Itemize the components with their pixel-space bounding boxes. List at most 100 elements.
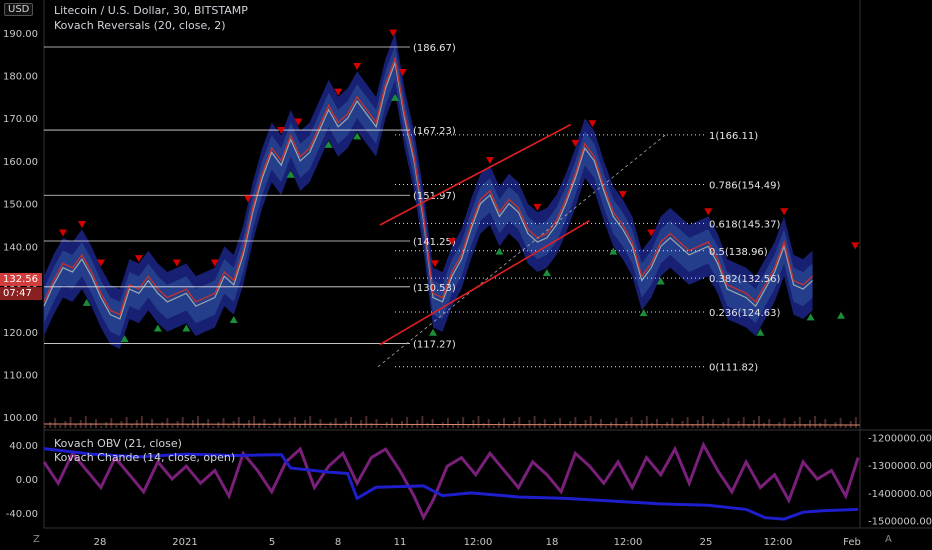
y-tick-label: 140.00: [3, 242, 38, 253]
x-tick-label: 18: [546, 537, 559, 548]
trend-channel: [379, 123, 590, 346]
volume-bar: [242, 424, 245, 428]
volume-bar: [732, 425, 735, 428]
volume-bar: [406, 417, 409, 428]
volume-bar: [854, 417, 857, 428]
osc-left-tick: 0.00: [16, 475, 38, 486]
volume-bar: [712, 419, 715, 428]
y-tick-label: 180.00: [3, 72, 38, 83]
osc-right-tick: -1500000.00: [868, 516, 932, 527]
x-tick-label: 5: [269, 537, 275, 548]
price-series: [43, 55, 814, 320]
volume-bar: [411, 424, 414, 428]
y-tick-label: 110.00: [3, 370, 38, 381]
timezone-icon[interactable]: Z: [33, 534, 40, 545]
sell-signal: [244, 195, 252, 203]
volume-bar: [824, 419, 827, 428]
osc-right-tick: -1200000.00: [868, 434, 932, 445]
sell-signal: [389, 29, 398, 37]
volume-bar: [487, 419, 490, 428]
reversal-signals: [58, 29, 860, 343]
volume-bar: [758, 416, 760, 428]
volume-bar: [355, 424, 358, 428]
sell-signal: [353, 62, 362, 70]
volume-bar: [278, 418, 281, 428]
sell-signal: [780, 208, 789, 216]
volume-bar: [839, 418, 842, 428]
buy-signal: [639, 309, 648, 317]
sell-signal: [96, 259, 105, 267]
x-tick-label: 2021: [172, 537, 197, 548]
volume-bar: [717, 426, 720, 428]
volume-bar: [84, 416, 87, 428]
volume-bar: [375, 419, 378, 428]
volume-bar: [227, 425, 230, 428]
volume-bar: [299, 424, 301, 428]
y-tick-label: 190.00: [3, 29, 38, 40]
volume-bar: [452, 425, 454, 428]
x-tick-label: 8: [335, 537, 341, 548]
volume-bar: [74, 424, 77, 428]
volume-bar: [518, 417, 521, 428]
level-label: (130.53): [413, 283, 456, 294]
volume-bar: [829, 426, 832, 428]
fib-label: 0(111.82): [709, 363, 758, 374]
volume-bar: [467, 424, 470, 428]
volume-bar: [329, 422, 332, 428]
fib-label: 1(166.11): [709, 131, 758, 142]
volume-bar: [395, 425, 398, 428]
volume-bar: [707, 423, 709, 428]
volume-bar: [594, 423, 597, 428]
volume-bar: [59, 425, 62, 428]
volume-bar: [650, 423, 653, 428]
volume-bar: [258, 423, 261, 428]
sell-signal: [294, 118, 303, 126]
osc-left-tick: 40.00: [9, 441, 38, 452]
chande-indicator-label[interactable]: Kovach Chande (14, close, open): [54, 451, 236, 464]
indicator-label[interactable]: Kovach Reversals (20, close, 2): [54, 19, 226, 32]
volume-bar: [661, 426, 664, 428]
fibonacci-levels: 1(166.11) 0.786(154.49) 0.618(145.37) 0.5(1…: [377, 131, 781, 374]
volume-bar: [125, 417, 128, 428]
volume-bar: [140, 416, 143, 428]
volume-bar: [548, 426, 551, 428]
volume-bar: [819, 423, 822, 428]
volume-bar: [283, 425, 286, 428]
volume-bar: [385, 422, 388, 428]
buy-signal: [609, 247, 618, 255]
axes: 190.00180.00170.00160.00150.00140.00130.…: [3, 29, 932, 548]
volume-bar: [217, 422, 220, 428]
currency-button[interactable]: USD: [4, 3, 34, 16]
buy-signal: [542, 268, 551, 276]
volume-bar: [421, 416, 424, 428]
volume-bar: [181, 417, 184, 428]
grid: [43, 0, 932, 529]
y-tick-label: 160.00: [3, 157, 38, 168]
x-tick-label: 11: [394, 537, 407, 548]
volume-bar: [197, 416, 199, 428]
level-label: (117.27): [413, 339, 456, 350]
fib-trend-line: [377, 134, 666, 368]
oscillator-pane: [42, 441, 860, 521]
volume-bar: [584, 420, 587, 428]
volume-bar: [809, 420, 811, 428]
buy-signal: [286, 170, 295, 178]
volume-bar: [350, 417, 352, 428]
volume-bar: [237, 417, 240, 428]
sell-signal: [210, 259, 219, 267]
buy-signal: [429, 328, 438, 336]
volume-bar: [696, 420, 699, 428]
volume-bar: [671, 418, 674, 428]
volume-bar: [309, 416, 312, 428]
sell-signal: [851, 242, 860, 250]
inner-band: [44, 45, 813, 337]
volume-line: [43, 423, 861, 426]
buy-signal: [656, 277, 665, 285]
obv-indicator-label[interactable]: Kovach OBV (21, close): [54, 437, 182, 450]
volume-bar: [564, 425, 567, 428]
volume-bar: [640, 420, 643, 428]
auto-scale-button[interactable]: A: [885, 534, 892, 545]
sell-signal: [485, 156, 494, 164]
volume-bar: [324, 426, 327, 428]
volume-bar: [462, 417, 465, 428]
